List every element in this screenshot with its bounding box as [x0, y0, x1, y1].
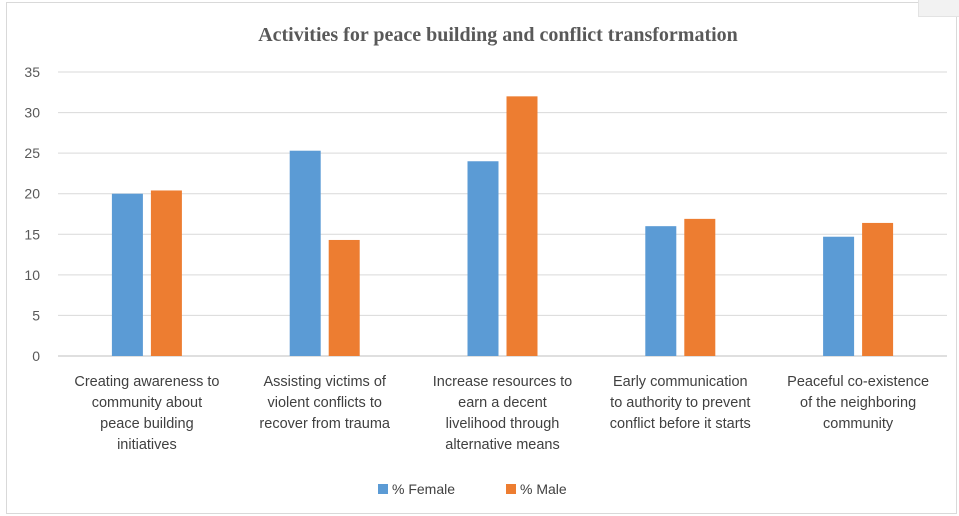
y-tick-label: 0 — [32, 348, 40, 364]
legend-swatch — [506, 484, 516, 494]
chart-title: Activities for peace building and confli… — [258, 24, 738, 46]
y-tick-label: 10 — [24, 267, 40, 283]
x-tick-label: Creating awareness to community about peac… — [74, 374, 219, 453]
x-tick-label: Increase resources to earn a decent liveli… — [433, 374, 572, 453]
y-tick-label: 25 — [24, 145, 40, 161]
y-tick-label: 30 — [24, 105, 40, 121]
legend-swatch — [378, 484, 388, 494]
y-tick-label: 35 — [24, 64, 40, 80]
bars — [111, 96, 894, 356]
y-tick-label: 15 — [24, 226, 40, 242]
bar — [645, 226, 677, 356]
y-tick-label: 20 — [24, 186, 40, 202]
bar — [150, 190, 182, 356]
bar — [328, 239, 360, 356]
bar — [289, 150, 321, 356]
legend-label: % Male — [520, 481, 567, 497]
y-axis: 0 5 10 15 20 25 30 35 — [24, 64, 40, 364]
bar — [684, 218, 716, 356]
bar — [823, 236, 855, 356]
bar — [862, 222, 894, 356]
y-tick-label: 5 — [32, 307, 40, 323]
legend: % Female % Male — [378, 481, 567, 497]
x-tick-label: Assisting victims of violent conflicts to… — [259, 374, 390, 432]
x-tick-label: Early communication to authority to preve… — [610, 374, 751, 432]
bar — [506, 96, 538, 356]
corner-tab — [918, 0, 959, 17]
bar — [467, 161, 499, 356]
legend-label: % Female — [392, 481, 455, 497]
gridlines — [58, 71, 947, 357]
x-axis: Creating awareness to community about peac… — [74, 374, 929, 453]
x-tick-label: Peaceful co-existence of the neighboring c… — [787, 374, 929, 432]
bar — [111, 193, 143, 356]
